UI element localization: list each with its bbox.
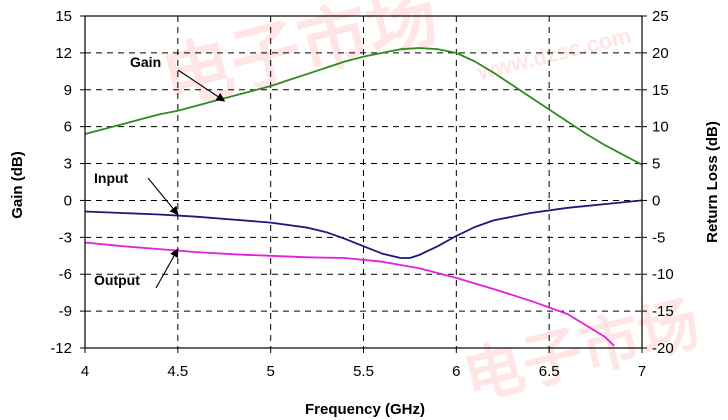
left-y-tick-label: 15: [55, 8, 72, 25]
output-annotation-label: Output: [94, 272, 140, 288]
right-y-tick-label: 25: [652, 8, 669, 25]
left-y-tick-label: -9: [59, 303, 72, 320]
input-annotation-label: Input: [94, 170, 129, 186]
right-y-tick-label: 20: [652, 45, 669, 62]
x-tick-label: 6: [452, 363, 460, 380]
watermark: 电子市场 www.dzsc.com 电子市场: [155, 0, 706, 413]
x-tick-label: 5: [266, 363, 274, 380]
x-tick-label: 7: [638, 363, 646, 380]
left-y-tick-label: 12: [55, 45, 72, 62]
grid-lines: [85, 16, 642, 348]
right-y-tick-label: -15: [652, 303, 674, 320]
right-y-tick-label: 15: [652, 82, 669, 99]
right-y-tick-label: 10: [652, 119, 669, 136]
left-y-tick-label: 9: [64, 82, 72, 99]
right-y-tick-label: -20: [652, 340, 674, 357]
gain-annotation-arrow: [177, 69, 226, 102]
left-y-tick-label: -3: [59, 229, 72, 246]
tick-marks: [80, 15, 647, 353]
input-line: [84, 199, 643, 259]
right-y-tick-label: -10: [652, 266, 674, 283]
gain-line: [84, 47, 643, 166]
left-y-tick-label: -6: [59, 266, 72, 283]
gain-annotation-label: Gain: [130, 54, 161, 70]
left-y-tick-label: 0: [64, 192, 72, 209]
x-tick-label: 4.5: [167, 363, 188, 380]
right-y-axis-title: Return Loss (dB): [704, 121, 721, 243]
left-y-tick-label: 3: [64, 156, 72, 173]
left-y-axis-tick-labels: 15 12 9 6 3 0 -3 -6 -9 -12: [50, 8, 72, 357]
left-y-axis-title: Gain (dB): [9, 151, 26, 219]
svg-text:电子市场: 电子市场: [155, 0, 446, 120]
x-tick-label: 6.5: [539, 363, 560, 380]
x-axis-tick-labels: 4 4.5 5 5.5 6 6.5 7: [81, 363, 646, 380]
left-y-tick-label: 6: [64, 119, 72, 136]
right-y-tick-label: -5: [652, 229, 665, 246]
right-y-axis-tick-labels: 25 20 15 10 5 0 -5 -10 -15 -20: [652, 8, 674, 357]
x-tick-label: 4: [81, 363, 89, 380]
x-axis-title: Frequency (GHz): [305, 401, 425, 418]
input-annotation-arrow: [147, 177, 179, 216]
output-annotation-arrow: [155, 248, 179, 289]
annotations: Gain Input Output: [94, 54, 226, 289]
right-y-tick-label: 0: [652, 192, 660, 209]
right-y-tick-label: 5: [652, 156, 660, 173]
left-y-tick-label: -12: [50, 340, 72, 357]
x-tick-label: 5.5: [353, 363, 374, 380]
